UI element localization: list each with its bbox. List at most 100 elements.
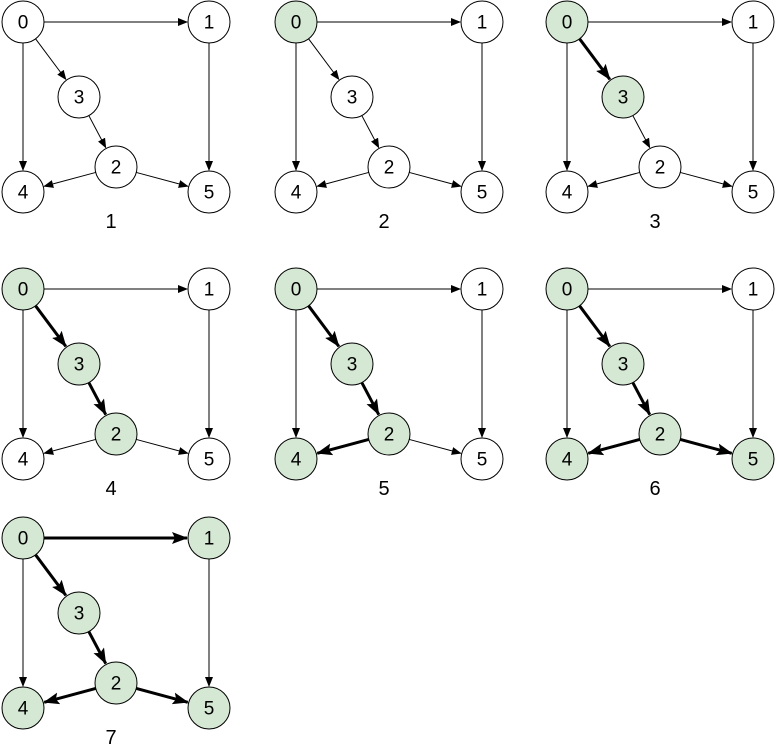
node-1: 1 (731, 0, 775, 44)
node-0: 0 (274, 0, 318, 44)
node-circle (274, 170, 318, 214)
step-panel-3: 0 1 2 3 4 5 3 (545, 0, 775, 233)
node-circle (731, 267, 775, 311)
node-0: 0 (545, 0, 589, 44)
node-circle (638, 412, 682, 456)
node-circle (545, 0, 589, 44)
node-2: 2 (94, 661, 138, 705)
step-panel-4: 0 1 2 3 4 5 4 (1, 267, 231, 500)
node-5: 5 (187, 437, 231, 481)
node-0: 0 (274, 267, 318, 311)
edge-2-5 (136, 438, 189, 455)
node-circle (187, 0, 231, 44)
node-label: 0 (291, 280, 302, 301)
node-circle (94, 661, 138, 705)
step-label: 7 (105, 727, 116, 749)
node-circle (1, 686, 45, 730)
node-circle (460, 0, 504, 44)
node-label: 0 (18, 13, 29, 34)
edge-0-3 (35, 38, 67, 81)
node-label: 4 (291, 183, 302, 204)
node-label: 5 (204, 450, 215, 471)
node-4: 4 (274, 170, 318, 214)
node-4: 4 (1, 686, 45, 730)
step-label: 2 (378, 211, 389, 233)
node-circle (187, 267, 231, 311)
node-label: 4 (291, 450, 302, 471)
edge-0-3 (308, 38, 340, 81)
edge-2-4 (43, 438, 96, 455)
node-label: 4 (562, 450, 573, 471)
node-3: 3 (330, 75, 374, 119)
step-panel-7: 0 1 2 3 4 5 7 (1, 516, 231, 749)
node-circle (94, 145, 138, 189)
edge-2-5 (679, 438, 733, 456)
node-circle (545, 437, 589, 481)
node-label: 4 (18, 183, 29, 204)
node-2: 2 (638, 145, 682, 189)
node-3: 3 (57, 591, 101, 635)
node-4: 4 (274, 437, 318, 481)
node-label: 3 (74, 88, 85, 109)
node-0: 0 (1, 0, 45, 44)
node-label: 1 (748, 280, 759, 301)
node-3: 3 (57, 342, 101, 386)
node-label: 0 (18, 280, 29, 301)
node-label: 3 (618, 355, 629, 376)
node-label: 3 (618, 88, 629, 109)
edge-3-2 (87, 630, 108, 665)
step-label: 5 (378, 478, 389, 500)
edge-0-3 (34, 553, 68, 597)
node-5: 5 (731, 170, 775, 214)
edge-3-2 (631, 381, 652, 416)
node-circle (731, 437, 775, 481)
node-circle (460, 267, 504, 311)
node-label: 1 (204, 280, 215, 301)
node-1: 1 (460, 267, 504, 311)
node-2: 2 (94, 145, 138, 189)
edge-0-3 (578, 304, 612, 348)
node-circle (638, 145, 682, 189)
node-label: 4 (18, 699, 29, 720)
node-label: 5 (748, 450, 759, 471)
node-circle (57, 591, 101, 635)
node-3: 3 (57, 75, 101, 119)
node-label: 5 (477, 450, 488, 471)
node-label: 0 (291, 13, 302, 34)
node-label: 1 (477, 13, 488, 34)
node-0: 0 (1, 267, 45, 311)
node-2: 2 (94, 412, 138, 456)
node-5: 5 (731, 437, 775, 481)
node-label: 1 (204, 529, 215, 550)
node-circle (545, 170, 589, 214)
node-1: 1 (187, 516, 231, 560)
edge-0-3 (307, 304, 341, 348)
node-1: 1 (187, 267, 231, 311)
node-label: 1 (477, 280, 488, 301)
node-circle (1, 437, 45, 481)
node-circle (274, 437, 318, 481)
node-circle (601, 342, 645, 386)
node-2: 2 (367, 145, 411, 189)
node-label: 5 (748, 183, 759, 204)
node-label: 1 (204, 13, 215, 34)
node-circle (57, 75, 101, 119)
node-label: 1 (748, 13, 759, 34)
node-circle (460, 437, 504, 481)
step-label: 6 (649, 478, 660, 500)
node-4: 4 (1, 437, 45, 481)
edge-2-4 (316, 171, 369, 188)
step-label: 4 (105, 478, 116, 500)
node-label: 5 (477, 183, 488, 204)
step-panel-5: 0 1 2 3 4 5 5 (274, 267, 504, 500)
node-label: 0 (562, 280, 573, 301)
edge-3-2 (88, 115, 107, 149)
node-label: 2 (384, 425, 395, 446)
step-panel-2: 0 1 2 3 4 5 2 (274, 0, 504, 233)
node-label: 0 (18, 529, 29, 550)
node-5: 5 (187, 686, 231, 730)
node-circle (330, 75, 374, 119)
node-3: 3 (601, 342, 645, 386)
node-5: 5 (460, 437, 504, 481)
node-label: 0 (562, 13, 573, 34)
